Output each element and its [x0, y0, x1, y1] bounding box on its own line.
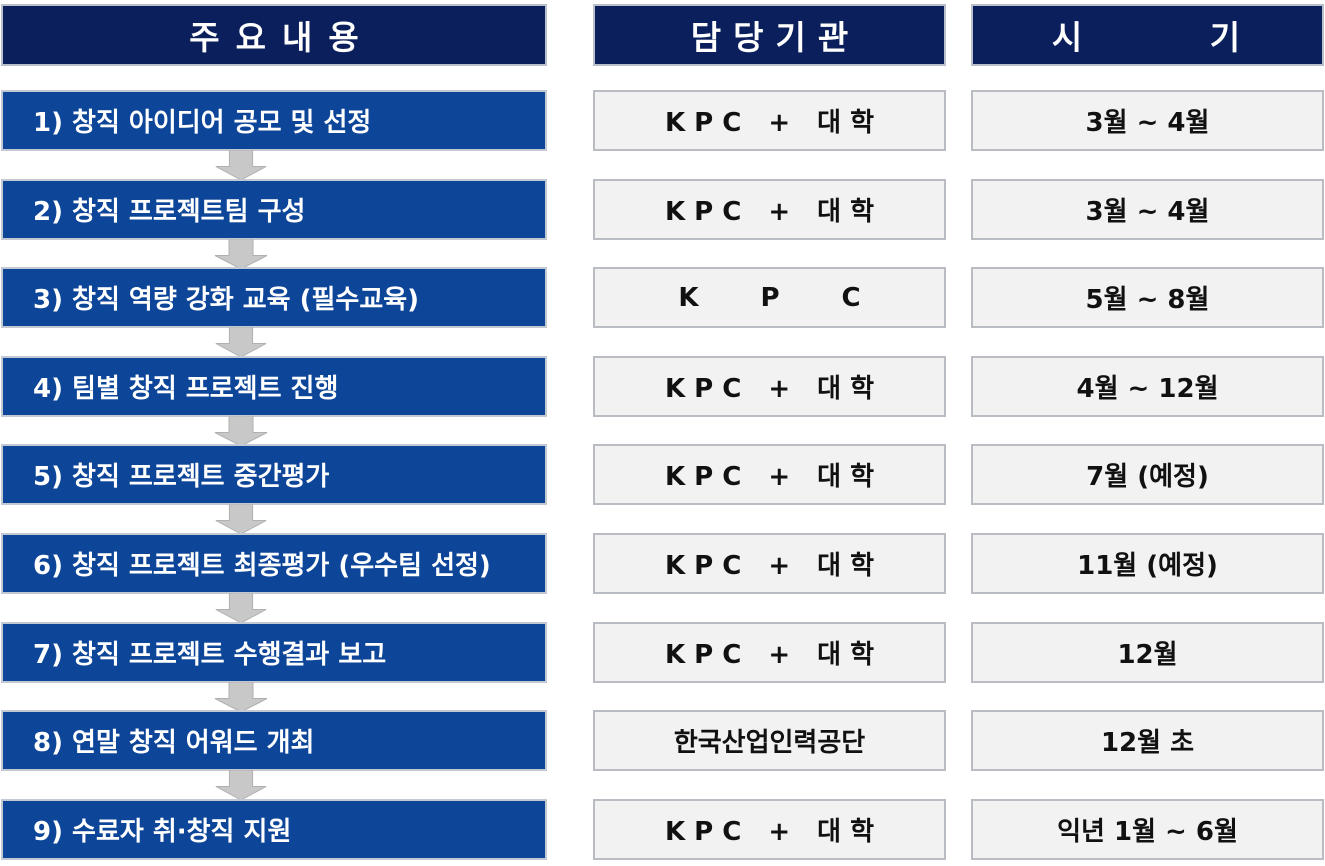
period-cell: 12월 [971, 622, 1324, 683]
process-step: 2) 창직 프로젝트팀 구성 [1, 179, 547, 240]
responsible-org-cell: KPC + 대학 [593, 533, 946, 594]
responsible-org-cell: KPC + 대학 [593, 90, 946, 151]
header-responsible-org: 담당기관 [593, 4, 946, 66]
process-step: 5) 창직 프로젝트 중간평가 [1, 444, 547, 505]
responsible-org-cell: KPC + 대학 [593, 356, 946, 417]
process-step: 9) 수료자 취·창직 지원 [1, 799, 547, 860]
period-cell: 3월 ~ 4월 [971, 90, 1324, 151]
period-cell: 12월 초 [971, 710, 1324, 771]
process-step: 1) 창직 아이디어 공모 및 선정 [1, 90, 547, 151]
down-arrow-icon [215, 150, 267, 180]
down-arrow-icon [215, 593, 267, 623]
period-cell: 7월 (예정) [971, 444, 1324, 505]
process-step: 8) 연말 창직 어워드 개최 [1, 710, 547, 771]
down-arrow-icon [214, 682, 268, 712]
header-period: 시 기 [971, 4, 1324, 66]
down-arrow-icon [215, 504, 267, 534]
period-cell: 4월 ~ 12월 [971, 356, 1324, 417]
responsible-org-cell: KPC [593, 267, 946, 328]
period-cell: 3월 ~ 4월 [971, 179, 1324, 240]
down-arrow-icon [215, 327, 267, 357]
header-main-content: 주요내용 [1, 4, 547, 66]
process-step: 4) 팀별 창직 프로젝트 진행 [1, 356, 547, 417]
period-cell: 익년 1월 ~ 6월 [971, 799, 1324, 860]
responsible-org-cell: KPC + 대학 [593, 799, 946, 860]
down-arrow-icon [214, 239, 268, 269]
process-step: 3) 창직 역량 강화 교육 (필수교육) [1, 267, 547, 328]
responsible-org-cell: KPC + 대학 [593, 622, 946, 683]
process-step: 6) 창직 프로젝트 최종평가 (우수팀 선정) [1, 533, 547, 594]
responsible-org-cell: KPC + 대학 [593, 179, 946, 240]
period-cell: 5월 ~ 8월 [971, 267, 1324, 328]
responsible-org-cell: 한국산업인력공단 [593, 710, 946, 771]
down-arrow-icon [215, 770, 267, 800]
process-step: 7) 창직 프로젝트 수행결과 보고 [1, 622, 547, 683]
period-cell: 11월 (예정) [971, 533, 1324, 594]
responsible-org-cell: KPC + 대학 [593, 444, 946, 505]
down-arrow-icon [214, 416, 268, 446]
